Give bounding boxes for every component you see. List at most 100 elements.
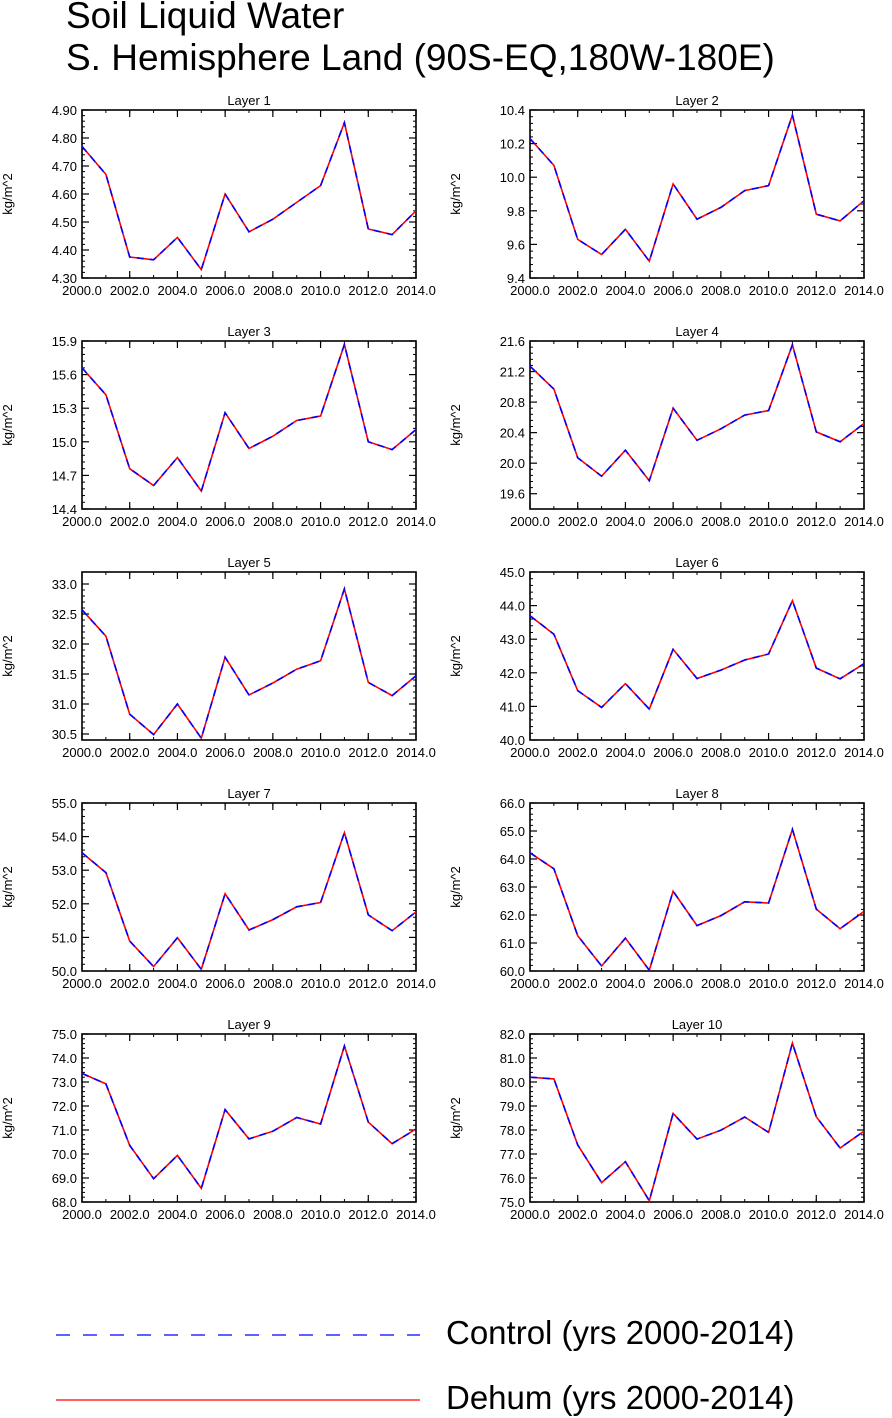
layer-10-ytick-label: 81.0 — [500, 1051, 525, 1066]
layer-1-series-dehum — [81, 119, 417, 272]
layer-3-xtick-label: 2006.0 — [205, 514, 245, 529]
layer-10-xtick-label: 2002.0 — [558, 1207, 598, 1222]
layer-4-ytick-label: 21.2 — [500, 365, 525, 380]
layer-8-xtick-label: 2004.0 — [606, 976, 646, 991]
layer-5-xtick-label: 2004.0 — [158, 745, 198, 760]
layer-10-ytick-label: 82.0 — [500, 1027, 525, 1042]
layer-3-frame — [81, 340, 417, 510]
layer-3-xtick-label: 2002.0 — [110, 514, 150, 529]
layer-4-xtick-label: 2004.0 — [606, 514, 646, 529]
layer-4-series-control — [529, 342, 865, 483]
layer-10-ytick-label: 76.0 — [500, 1171, 525, 1186]
layer-5-xtick-label: 2010.0 — [301, 745, 341, 760]
layer-2-ytick-label: 9.4 — [507, 271, 525, 286]
layer-8-ytick-label: 60.0 — [500, 964, 525, 979]
layer-4-xtick-label: 2008.0 — [701, 514, 741, 529]
layer-3-title: Layer 3 — [227, 324, 270, 339]
layer-10-xtick-label: 2010.0 — [749, 1207, 789, 1222]
layer-4-title: Layer 4 — [675, 324, 718, 339]
layer-8-xtick-label: 2006.0 — [653, 976, 693, 991]
layer-10-ytick-label: 77.0 — [500, 1147, 525, 1162]
layer-7-ytick-label: 50.0 — [52, 964, 77, 979]
layer-3-ytick-label: 15.9 — [52, 334, 77, 349]
layer-4-ytick-label: 19.6 — [500, 487, 525, 502]
layer-7-series-control — [81, 829, 417, 972]
layer-3-xtick-label: 2012.0 — [348, 514, 388, 529]
layer-5-xtick-label: 2014.0 — [396, 745, 436, 760]
layer-8-xtick-label: 2008.0 — [701, 976, 741, 991]
layer-3-xtick-label: 2000.0 — [62, 514, 102, 529]
layer-8-panel: Layer 8 kg/m^2 2000.0 2002.0 2004.0 2006.0 200… — [448, 786, 884, 991]
layer-10-ytick-label: 80.0 — [500, 1075, 525, 1090]
layer-9-xtick-label: 2008.0 — [253, 1207, 293, 1222]
layer-6-xtick-label: 2008.0 — [701, 745, 741, 760]
layer-3-xtick-label: 2008.0 — [253, 514, 293, 529]
layer-6-series-control — [529, 598, 865, 711]
layer-10-frame — [529, 1033, 865, 1203]
layer-7-xtick-label: 2000.0 — [62, 976, 102, 991]
layer-10-xtick-label: 2012.0 — [796, 1207, 836, 1222]
layer-3-xtick-label: 2010.0 — [301, 514, 341, 529]
layer-6-title: Layer 6 — [675, 555, 718, 570]
layer-2-series-dehum — [529, 112, 865, 263]
chart-title-line1: Soil Liquid Water — [66, 0, 345, 36]
layer-6-panel: Layer 6 kg/m^2 2000.0 2002.0 2004.0 2006.0 200… — [448, 555, 884, 760]
layer-7-xtick-label: 2014.0 — [396, 976, 436, 991]
layer-2-series-control — [529, 112, 865, 263]
layer-2-ylabel: kg/m^2 — [448, 173, 463, 215]
layer-1-xtick-label: 2014.0 — [396, 283, 436, 298]
layer-1-series-control — [81, 119, 417, 272]
layer-2-panel: Layer 2 kg/m^2 2000.0 2002.0 2004.0 2006.0 200… — [448, 93, 884, 298]
layer-4-ylabel: kg/m^2 — [448, 404, 463, 446]
layer-5-ylabel: kg/m^2 — [0, 635, 15, 677]
layer-10-xtick-label: 2000.0 — [510, 1207, 550, 1222]
layer-4-xtick-label: 2010.0 — [749, 514, 789, 529]
layer-8-series-dehum — [529, 826, 865, 972]
layer-9-xtick-label: 2000.0 — [62, 1207, 102, 1222]
layer-4-ytick-label: 21.6 — [500, 334, 525, 349]
layer-6-frame — [529, 571, 865, 741]
layer-2-ytick-label: 10.0 — [500, 170, 525, 185]
layer-4-xtick-label: 2002.0 — [558, 514, 598, 529]
layer-4-ytick-label: 20.0 — [500, 456, 525, 471]
layer-1-xtick-label: 2002.0 — [110, 283, 150, 298]
layer-10-ylabel: kg/m^2 — [448, 1097, 463, 1139]
layer-7-series-dehum — [81, 829, 417, 972]
layer-9-ytick-label: 70.0 — [52, 1147, 77, 1162]
layer-9-panel: Layer 9 kg/m^2 2000.0 2002.0 2004.0 2006.0 200… — [0, 1017, 436, 1222]
layer-2-xtick-label: 2006.0 — [653, 283, 693, 298]
layer-3-xtick-label: 2004.0 — [158, 514, 198, 529]
layer-10-title: Layer 10 — [672, 1017, 723, 1032]
layer-5-title: Layer 5 — [227, 555, 270, 570]
layer-1-xtick-label: 2008.0 — [253, 283, 293, 298]
layer-9-xtick-label: 2006.0 — [205, 1207, 245, 1222]
layer-2-ytick-label: 9.8 — [507, 204, 525, 219]
layer-6-xtick-label: 2012.0 — [796, 745, 836, 760]
layer-5-ytick-label: 32.5 — [52, 607, 77, 622]
layer-9-xtick-label: 2010.0 — [301, 1207, 341, 1222]
layer-10-panel: Layer 10 kg/m^2 2000.0 2002.0 2004.0 2006.0 20… — [448, 1017, 884, 1222]
layer-1-title: Layer 1 — [227, 93, 270, 108]
layer-7-xtick-label: 2002.0 — [110, 976, 150, 991]
layer-8-xtick-label: 2000.0 — [510, 976, 550, 991]
layer-1-ytick-label: 4.40 — [52, 243, 77, 258]
layer-5-series-control — [81, 585, 417, 741]
layer-5-xtick-label: 2008.0 — [253, 745, 293, 760]
layer-1-xtick-label: 2012.0 — [348, 283, 388, 298]
layer-9-ytick-label: 72.0 — [52, 1099, 77, 1114]
layer-5-ytick-label: 31.0 — [52, 697, 77, 712]
layer-8-xtick-label: 2010.0 — [749, 976, 789, 991]
layer-5-ytick-label: 31.5 — [52, 667, 77, 682]
layer-5-ytick-label: 33.0 — [52, 577, 77, 592]
layer-1-xtick-label: 2000.0 — [62, 283, 102, 298]
layer-3-ytick-label: 14.7 — [52, 468, 77, 483]
layer-7-xtick-label: 2006.0 — [205, 976, 245, 991]
layer-8-frame — [529, 802, 865, 972]
layer-8-ylabel: kg/m^2 — [448, 866, 463, 908]
layer-8-ytick-label: 61.0 — [500, 936, 525, 951]
layer-9-ytick-label: 73.0 — [52, 1075, 77, 1090]
layer-10-ytick-label: 75.0 — [500, 1195, 525, 1210]
layer-4-ytick-label: 20.4 — [500, 426, 525, 441]
layer-2-ytick-label: 10.2 — [500, 137, 525, 152]
layer-1-xtick-label: 2004.0 — [158, 283, 198, 298]
